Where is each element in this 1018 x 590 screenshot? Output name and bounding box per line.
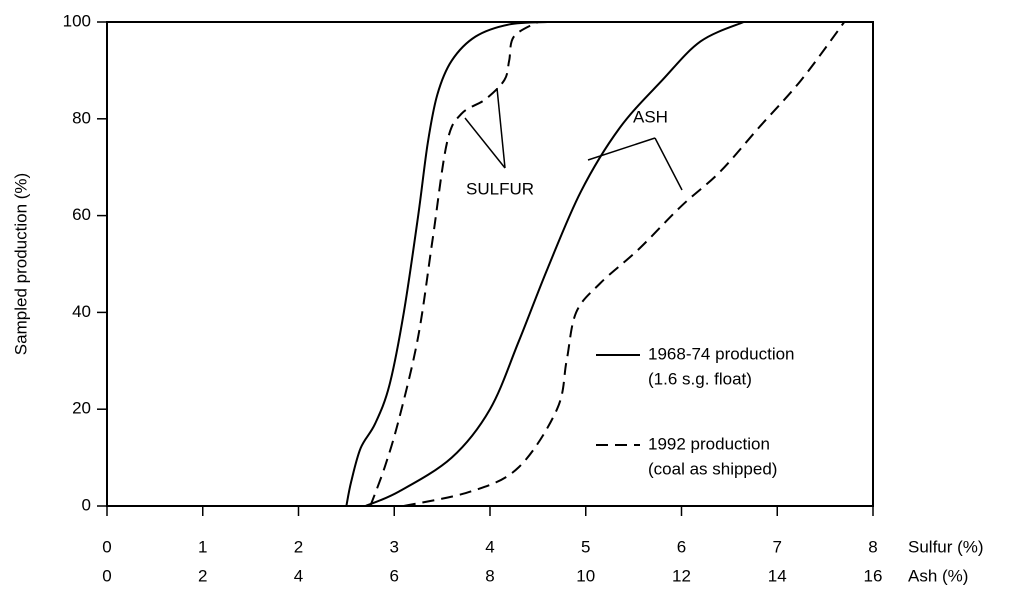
x2-tick-label: 12 (672, 566, 691, 585)
data-line (365, 21, 745, 507)
x2-tick-label: 0 (102, 566, 111, 585)
legend-label: 1968-74 production (648, 344, 795, 363)
y-tick-label: 60 (72, 205, 91, 224)
x2-tick-label: 6 (390, 566, 399, 585)
x-tick-label: 1 (198, 537, 207, 556)
y-tick-label: 0 (82, 495, 91, 514)
x2-tick-label: 4 (294, 566, 303, 585)
annotation: ASH (633, 107, 668, 126)
y-tick-label: 80 (72, 108, 91, 127)
x2-tick-label: 14 (768, 566, 787, 585)
y-tick-label: 40 (72, 302, 91, 321)
annotation: SULFUR (466, 179, 534, 198)
leader-lines (464, 87, 683, 191)
y-tick-label: 100 (63, 11, 91, 30)
x2-tick-label: 8 (485, 566, 494, 585)
x-tick-label: 4 (485, 537, 494, 556)
x2-tick-label: 2 (198, 566, 207, 585)
y-axis-label: Sampled production (%) (11, 173, 30, 355)
x-tick-label: 5 (581, 537, 590, 556)
x-axis-label: Sulfur (%) (908, 537, 984, 556)
x-tick-label: 2 (294, 537, 303, 556)
y-tick-label: 20 (72, 399, 91, 418)
x-tick-label: 7 (773, 537, 782, 556)
data-line (403, 21, 846, 507)
x-tick-label: 0 (102, 537, 111, 556)
x2-tick-label: 10 (576, 566, 595, 585)
legend-sublabel: (1.6 s.g. float) (648, 369, 752, 388)
x-tick-label: 8 (868, 537, 877, 556)
legend-sublabel: (coal as shipped) (648, 459, 777, 478)
x2-axis-label: Ash (%) (908, 566, 968, 585)
x-tick-label: 3 (390, 537, 399, 556)
data-line (345, 21, 548, 507)
data-line (369, 21, 539, 507)
x-tick-label: 6 (677, 537, 686, 556)
x2-tick-label: 16 (864, 566, 883, 585)
legend-label: 1992 production (648, 434, 770, 453)
